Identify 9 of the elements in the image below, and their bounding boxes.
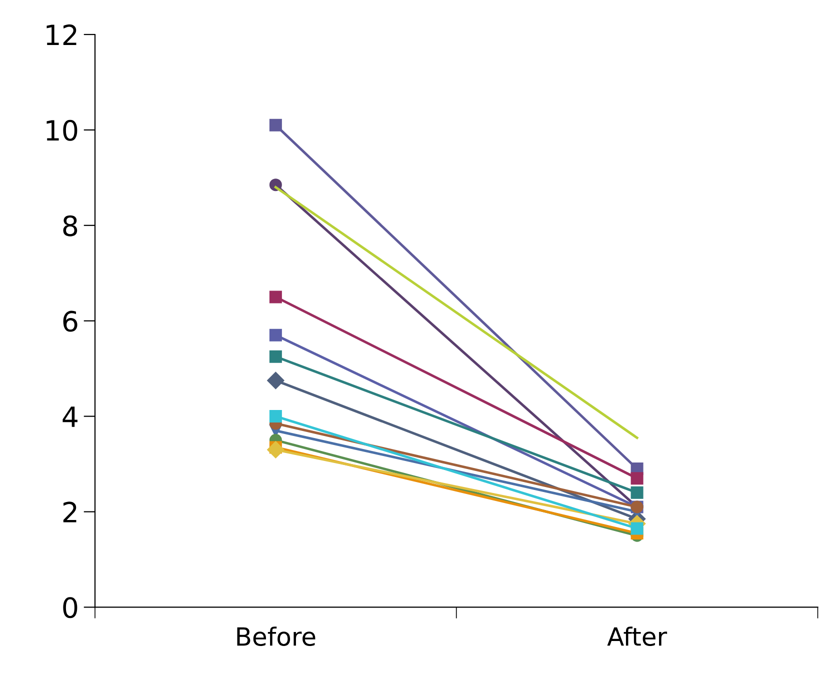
y-tick-label: 4 <box>62 406 78 427</box>
y-tick-label: 12 <box>46 24 76 46</box>
y-tick-label: 6 <box>63 310 78 332</box>
y-tick-label: 2 <box>63 502 76 522</box>
x-tick-label: Before <box>237 626 316 646</box>
y-tick-label: 8 <box>63 215 78 236</box>
x-tick-label: After <box>607 626 668 646</box>
y-tick-label: 10 <box>46 120 78 141</box>
y-tick-label: 0 <box>63 597 78 618</box>
